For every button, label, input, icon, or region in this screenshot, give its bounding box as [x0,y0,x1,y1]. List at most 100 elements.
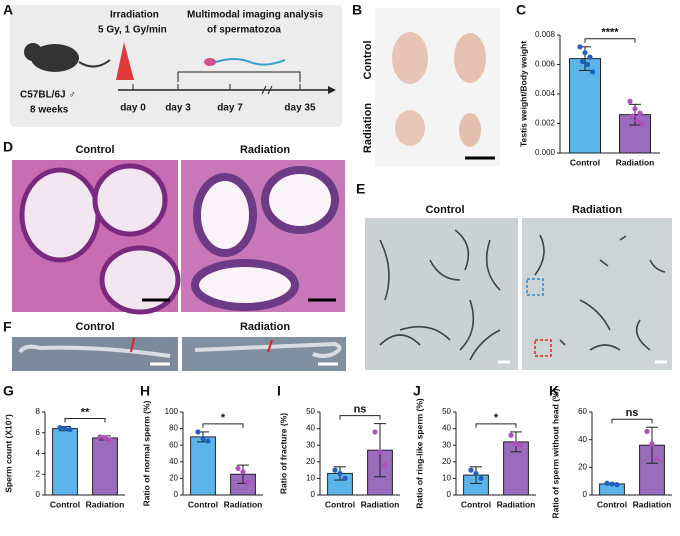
bar [569,58,601,154]
y-axis-label: Testis weight/Body weight [518,41,528,147]
data-point [582,50,588,56]
x-tick-label: Control [597,499,627,509]
roi-box [534,339,552,357]
data-point [67,427,73,433]
y-tick-label: 20 [169,474,178,483]
significance-label: ns [626,407,639,419]
x-tick-label: Radiation [224,499,263,509]
data-point [644,428,650,434]
sperm [194,341,342,358]
panel-a-box [10,5,342,127]
significance-bracket [475,423,517,428]
data-point [342,475,348,481]
data-point [639,120,646,127]
analysis: of spermatozoa [207,25,281,36]
y-tick-label: 2 [36,469,41,478]
day-label: day 35 [284,103,316,114]
y-tick-label: 0 [36,490,41,499]
y-tick-label: 10 [306,474,315,483]
testis [392,32,428,84]
day-label: day 0 [120,103,146,114]
data-point [508,432,514,438]
mouse-icon [24,43,42,61]
y-tick-label: 10 [442,474,451,483]
y-tick-label: 60 [578,407,587,416]
data-point [654,456,660,462]
data-point [614,482,620,488]
y-tick-label: 0.006 [535,60,556,69]
y-tick-label: 0 [583,490,588,499]
micrograph [365,218,518,370]
timeline-break [261,85,273,95]
age: 8 weeks [30,105,69,116]
tubule [261,166,339,234]
data-point [649,441,655,447]
y-tick-label: 100 [165,407,179,416]
data-point [629,113,636,119]
data-point [609,481,615,487]
analysis: Multimodal imaging analysis [187,10,324,21]
significance-label: **** [601,27,619,39]
data-point [377,449,383,455]
y-tick-label: 20 [442,457,451,466]
y-tick-label: 40 [578,435,587,444]
sperm [18,344,171,358]
x-tick-label: Control [461,499,491,509]
y-tick-label: 0.008 [535,30,556,39]
significance-bracket [64,418,106,423]
mouse-icon [31,44,79,72]
y-tick-label: 20 [578,462,587,471]
image-title: Radiation [240,321,290,333]
y-tick-label: 30 [442,440,451,449]
y-tick-label: 40 [442,424,451,433]
day-label: day 7 [217,103,243,114]
panel-label: C [516,2,526,18]
significance-label: ns [354,404,367,416]
significance-label: * [221,412,226,424]
y-tick-label: 0 [174,490,179,499]
significance-bracket [202,423,244,428]
data-point [579,58,586,65]
x-tick-label: Control [570,157,600,167]
row-label: Radiation [362,103,374,153]
irradiation: Irradiation [110,10,159,21]
panel-label: B [352,2,362,18]
y-tick-label: 40 [306,424,315,433]
data-point [587,54,593,60]
roi-box [526,278,544,296]
y-tick-label: 80 [169,424,178,433]
tubule [92,163,168,237]
data-point [102,435,108,441]
tubule [99,245,181,315]
data-point [97,434,103,440]
y-tick-label: 60 [169,440,178,449]
data-point [245,479,251,486]
data-point [634,117,641,124]
data-point [632,106,638,112]
y-tick-label: 20 [306,457,315,466]
data-point [235,465,241,472]
bar [190,436,216,496]
timeline-arrow [328,86,336,94]
sperm-tracks [379,229,501,361]
y-axis-label: Ratio of fracture (%) [278,413,288,494]
bar [92,437,118,496]
y-tick-label: 0 [447,490,452,499]
y-tick-label: 50 [442,407,451,416]
arrow [130,337,135,353]
bar [52,428,78,496]
data-point [332,467,338,473]
image-title: Radiation [572,204,622,216]
significance-label: * [494,412,499,424]
panel-label: D [3,139,13,155]
image-title: Control [75,321,114,333]
testis [459,113,481,147]
y-tick-label: 50 [306,407,315,416]
data-point [382,462,388,468]
panel-label: H [140,383,150,399]
x-tick-label: Radiation [361,499,400,509]
significance-bracket [339,415,381,420]
data-point [637,110,643,116]
data-point [518,442,524,448]
photo [375,8,500,166]
